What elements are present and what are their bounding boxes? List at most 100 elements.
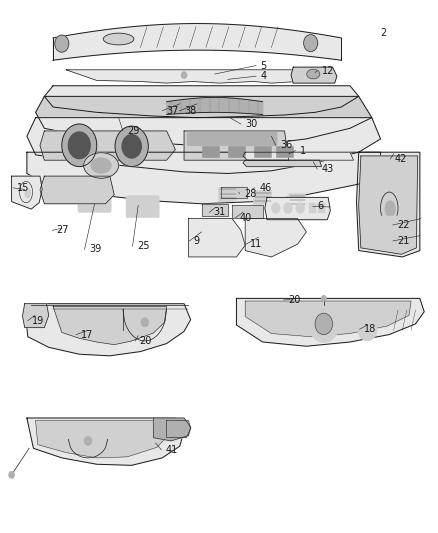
Circle shape [308,305,339,343]
Polygon shape [53,306,166,345]
Text: 43: 43 [321,164,334,174]
Polygon shape [40,176,114,204]
Text: 20: 20 [140,336,152,346]
Bar [254,147,272,157]
Circle shape [85,437,92,445]
Polygon shape [359,156,418,254]
Ellipse shape [307,69,320,79]
Circle shape [115,126,148,166]
Text: 28: 28 [244,189,256,199]
Text: 20: 20 [288,295,300,305]
Circle shape [272,203,280,213]
Text: 36: 36 [280,140,293,150]
Text: 46: 46 [259,183,272,193]
Text: 11: 11 [251,239,263,249]
Polygon shape [44,86,359,118]
Bar [276,147,293,157]
Polygon shape [232,205,263,217]
Text: 1: 1 [300,146,306,156]
Polygon shape [53,23,341,60]
Polygon shape [166,421,191,438]
Circle shape [321,296,326,301]
Polygon shape [184,131,289,160]
Circle shape [68,132,90,159]
Polygon shape [27,118,381,173]
Polygon shape [291,67,337,83]
Text: 27: 27 [57,225,69,236]
Text: 39: 39 [89,245,101,254]
Text: 5: 5 [261,61,267,70]
Polygon shape [245,301,411,337]
Circle shape [296,203,304,213]
Circle shape [9,472,14,478]
Ellipse shape [84,153,119,178]
Polygon shape [27,152,381,204]
Ellipse shape [103,33,134,45]
FancyBboxPatch shape [78,190,111,212]
Text: 19: 19 [32,316,44,326]
Polygon shape [357,152,420,257]
Text: 9: 9 [194,236,200,246]
Text: 38: 38 [184,106,196,116]
Text: 42: 42 [395,154,407,164]
Polygon shape [40,131,175,160]
Text: 31: 31 [214,207,226,217]
Text: 4: 4 [261,71,267,81]
Polygon shape [25,304,191,356]
Polygon shape [221,187,247,198]
Circle shape [80,431,96,450]
Bar [201,147,219,157]
FancyBboxPatch shape [187,132,277,146]
Text: 17: 17 [81,329,93,340]
Text: 37: 37 [166,106,179,116]
Circle shape [55,35,69,52]
Polygon shape [265,197,330,220]
Text: 22: 22 [397,220,410,230]
Polygon shape [27,418,184,465]
Bar [309,203,316,213]
Bar [218,187,236,200]
Bar [318,203,325,213]
Text: 40: 40 [240,213,252,223]
Bar [253,190,271,204]
Polygon shape [201,204,228,216]
Polygon shape [153,418,191,441]
Circle shape [141,318,148,327]
Polygon shape [22,304,49,328]
Polygon shape [245,219,306,257]
Ellipse shape [25,189,30,197]
Polygon shape [237,298,424,346]
Bar [288,193,305,207]
Polygon shape [188,219,245,257]
Circle shape [304,35,318,52]
Polygon shape [35,96,372,147]
Polygon shape [35,421,171,458]
Text: 30: 30 [245,119,258,129]
Circle shape [137,313,152,332]
Polygon shape [243,152,353,160]
Circle shape [315,313,332,335]
Circle shape [181,72,187,78]
Text: 2: 2 [381,28,387,38]
FancyBboxPatch shape [126,196,159,217]
Polygon shape [243,160,321,166]
Ellipse shape [385,201,395,217]
Circle shape [122,135,141,158]
Text: 29: 29 [127,126,140,136]
Text: 18: 18 [364,324,376,334]
Bar [228,147,245,157]
Text: 15: 15 [17,183,30,193]
Text: 6: 6 [317,201,323,212]
Text: 25: 25 [137,241,149,251]
Polygon shape [66,70,297,83]
Text: 12: 12 [321,66,334,76]
Ellipse shape [91,158,111,173]
Circle shape [358,318,377,341]
Circle shape [62,124,97,166]
Polygon shape [166,98,263,115]
Text: 21: 21 [397,236,410,246]
Polygon shape [12,176,42,209]
Text: 41: 41 [166,445,178,455]
Circle shape [284,203,292,213]
FancyBboxPatch shape [364,216,408,227]
